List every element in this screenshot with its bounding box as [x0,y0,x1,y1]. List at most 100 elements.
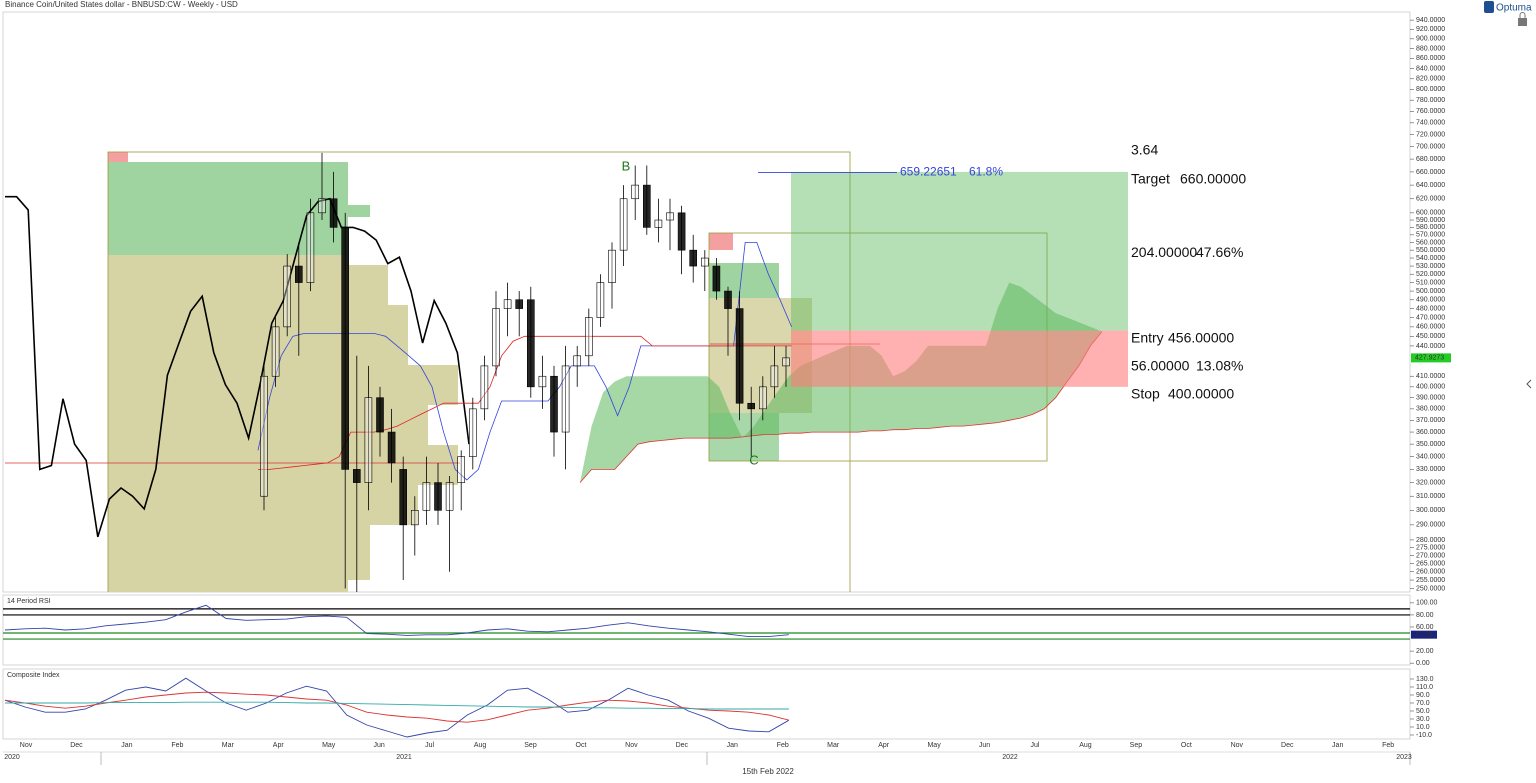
panel-title: 14 Period RSI [7,598,51,605]
value-label: 47.28 [1415,632,1433,639]
y-tick-label: 440.0000 [1416,343,1445,350]
y-tick-label: 350.0000 [1416,441,1445,448]
y-tick-label: 260.0000 [1416,569,1445,576]
candle-body [735,308,744,404]
cursor-date: 15th Feb 2022 [742,767,794,776]
reward-zone [791,171,1128,331]
risk-zone [791,330,1128,387]
rsi-layer [3,604,1410,640]
price-layer [5,152,1128,592]
candle-body [619,198,628,251]
profile-block [108,162,348,255]
x-tick-label: Nov [625,742,638,749]
y-tick-label: -10.0 [1416,732,1432,739]
x-tick-label: Aug [474,742,487,749]
candle-body [271,326,280,377]
y-tick-label: 330.0000 [1416,466,1445,473]
position-label: 56.00000 [1131,357,1190,373]
profile-block [709,233,733,250]
y-tick-label: 30.0 [1416,716,1430,723]
candle-body [689,249,698,267]
position-label: 13.08% [1196,357,1243,373]
y-tick-label: 280.0000 [1416,537,1445,544]
y-tick-label: 520.0000 [1416,271,1445,278]
x-tick-label: Sep [1130,742,1143,749]
x-tick-label: Dec [1281,742,1294,749]
position-label: Entry [1131,329,1164,345]
y-tick-label: 480.0000 [1416,305,1445,312]
position-label: 47.66% [1196,244,1243,260]
y-tick-label: 800.0000 [1416,86,1445,93]
panel-title: Composite Index [7,672,60,679]
y-tick-label: 860.0000 [1416,55,1445,62]
lock-icon[interactable] [1518,18,1527,26]
y-tick-label: 265.0000 [1416,560,1445,567]
position-label: 456.00000 [1168,329,1234,345]
y-tick-label: 620.0000 [1416,196,1445,203]
candle-body [410,510,419,526]
x-tick-label: Dec [70,742,83,749]
candle-body [724,290,732,309]
y-tick-label: 275.0000 [1416,544,1445,551]
y-tick-label: 310.0000 [1416,493,1445,500]
collapse-arrow[interactable] [1526,379,1532,389]
x-tick-label: Nov [1231,742,1244,749]
candle-body [770,365,779,388]
x-tick-label: May [927,742,941,749]
y-tick-label: 720.0000 [1416,131,1445,138]
swing-label: B [622,158,631,173]
x-tick-label: Feb [777,742,789,749]
candle-body [341,227,350,470]
profile-block [108,152,128,162]
y-tick-label: 660.0000 [1416,169,1445,176]
profile-block [709,263,779,298]
position-label: 400.00000 [1168,386,1234,402]
y-tick-label: 500.0000 [1416,288,1445,295]
y-tick-label: 360.0000 [1416,429,1445,436]
indicator-line [5,701,789,710]
profile-block [348,365,458,405]
y-tick-label: 50.0 [1416,708,1430,715]
y-tick-label: 320.0000 [1416,479,1445,486]
candle-body [712,265,721,292]
indicator-line [4,691,790,723]
candle-body [387,431,396,464]
candle-body [399,469,408,526]
y-tick-label: 250.0000 [1416,585,1445,592]
candle-body [376,397,384,433]
y-tick-label: 380.0000 [1416,406,1445,413]
y-tick-label: 0.00 [1416,660,1430,667]
y-tick-label: 640.0000 [1416,182,1445,189]
y-tick-label: 590.0000 [1416,217,1445,224]
candle-body [515,299,524,309]
position-label: Target [1131,171,1170,187]
candle-body [468,408,477,457]
profile-block [348,525,370,580]
profile-block [348,205,370,217]
y-tick-label: 780.0000 [1416,97,1445,104]
composite-panel [2,668,1411,740]
x-tick-label: Mar [827,742,840,749]
x-tick-label: Oct [1181,742,1192,749]
y-tick-label: 400.0000 [1416,384,1445,391]
candle-body [747,402,756,410]
x-tick-label: Sep [524,742,537,749]
last-price-label: 427.9273 [1415,355,1444,362]
lock-icon [1519,12,1526,18]
x-tick-label: May [322,742,336,749]
y-tick-label: 70.0 [1416,700,1430,707]
candle-body [445,482,454,511]
profile-block [108,255,348,592]
candle-body [364,397,373,483]
rsi-panel [2,594,1411,666]
x-tick-label: Jun [374,742,385,749]
candle-body [596,282,605,318]
x-tick-label: Jan [121,742,132,749]
y-tick-label: 460.0000 [1416,324,1445,331]
x-tick-label: Jun [979,742,990,749]
candle-body [492,308,500,367]
position-label: 3.64 [1131,142,1158,158]
y-tick-label: 370.0000 [1416,417,1445,424]
x-tick-label: Oct [576,742,587,749]
